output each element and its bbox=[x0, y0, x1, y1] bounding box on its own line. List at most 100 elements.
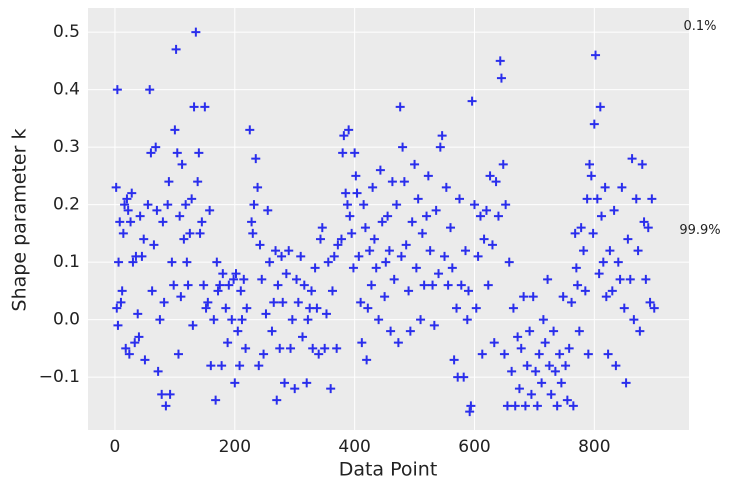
point bbox=[463, 286, 473, 296]
point bbox=[589, 119, 599, 129]
point bbox=[507, 366, 517, 376]
point bbox=[161, 401, 171, 411]
point bbox=[351, 171, 361, 181]
point bbox=[323, 257, 333, 267]
point bbox=[579, 246, 589, 256]
point bbox=[287, 315, 297, 325]
point bbox=[189, 102, 199, 112]
point bbox=[377, 217, 387, 227]
point bbox=[114, 257, 124, 267]
point bbox=[121, 343, 131, 353]
point bbox=[116, 297, 126, 307]
point bbox=[124, 349, 134, 359]
point bbox=[520, 401, 530, 411]
point bbox=[211, 395, 221, 405]
point bbox=[552, 401, 562, 411]
point bbox=[247, 217, 257, 227]
point bbox=[249, 200, 259, 210]
point bbox=[233, 326, 243, 336]
point bbox=[399, 177, 409, 187]
point bbox=[272, 395, 282, 405]
point bbox=[241, 343, 251, 353]
point bbox=[171, 44, 181, 54]
x-axis-label: Data Point bbox=[339, 459, 438, 481]
point bbox=[146, 148, 156, 158]
point bbox=[145, 85, 155, 95]
point bbox=[582, 194, 592, 204]
point bbox=[200, 102, 210, 112]
point bbox=[449, 355, 459, 365]
point bbox=[236, 286, 246, 296]
point bbox=[649, 303, 659, 313]
point bbox=[320, 343, 330, 353]
point bbox=[465, 407, 475, 417]
point bbox=[499, 349, 509, 359]
point bbox=[259, 349, 269, 359]
point bbox=[326, 384, 336, 394]
point bbox=[229, 274, 239, 284]
point bbox=[203, 297, 213, 307]
point bbox=[508, 303, 518, 313]
point bbox=[522, 361, 532, 371]
point bbox=[645, 297, 655, 307]
point bbox=[151, 142, 161, 152]
point bbox=[477, 349, 487, 359]
point bbox=[280, 378, 290, 388]
point bbox=[513, 332, 523, 342]
point bbox=[643, 223, 653, 233]
point bbox=[217, 361, 227, 371]
point bbox=[447, 263, 457, 273]
point bbox=[111, 182, 121, 192]
point bbox=[292, 274, 302, 284]
point bbox=[130, 338, 140, 348]
point bbox=[456, 280, 466, 290]
point bbox=[383, 211, 393, 221]
point bbox=[205, 205, 215, 215]
point bbox=[113, 320, 123, 330]
point bbox=[321, 309, 331, 319]
point bbox=[224, 280, 234, 290]
point bbox=[128, 257, 138, 267]
point bbox=[286, 343, 296, 353]
point bbox=[359, 200, 369, 210]
point bbox=[212, 257, 222, 267]
point bbox=[281, 269, 291, 279]
y-tick-label: 0.1 bbox=[53, 252, 80, 272]
point bbox=[344, 125, 354, 135]
point bbox=[631, 194, 641, 204]
point bbox=[546, 389, 556, 399]
point bbox=[176, 292, 186, 302]
point bbox=[278, 297, 288, 307]
point bbox=[467, 96, 477, 106]
point bbox=[327, 286, 337, 296]
point bbox=[314, 349, 324, 359]
point bbox=[398, 142, 408, 152]
point bbox=[308, 343, 318, 353]
point bbox=[387, 177, 397, 187]
point bbox=[345, 211, 355, 221]
point bbox=[473, 251, 483, 261]
point bbox=[479, 234, 489, 244]
point bbox=[271, 246, 281, 256]
point bbox=[401, 240, 411, 250]
point bbox=[251, 154, 261, 164]
point bbox=[133, 309, 143, 319]
point bbox=[514, 384, 524, 394]
point bbox=[603, 349, 613, 359]
point bbox=[307, 286, 317, 296]
point bbox=[416, 315, 426, 325]
point bbox=[365, 246, 375, 256]
point bbox=[555, 349, 565, 359]
point bbox=[201, 303, 211, 313]
point bbox=[621, 378, 631, 388]
point bbox=[369, 234, 379, 244]
point bbox=[609, 205, 619, 215]
point bbox=[155, 315, 165, 325]
point bbox=[440, 251, 450, 261]
point bbox=[561, 361, 571, 371]
point bbox=[601, 292, 611, 302]
y-tick-label: 0.0 bbox=[53, 310, 80, 330]
point bbox=[591, 50, 601, 60]
point bbox=[302, 378, 312, 388]
